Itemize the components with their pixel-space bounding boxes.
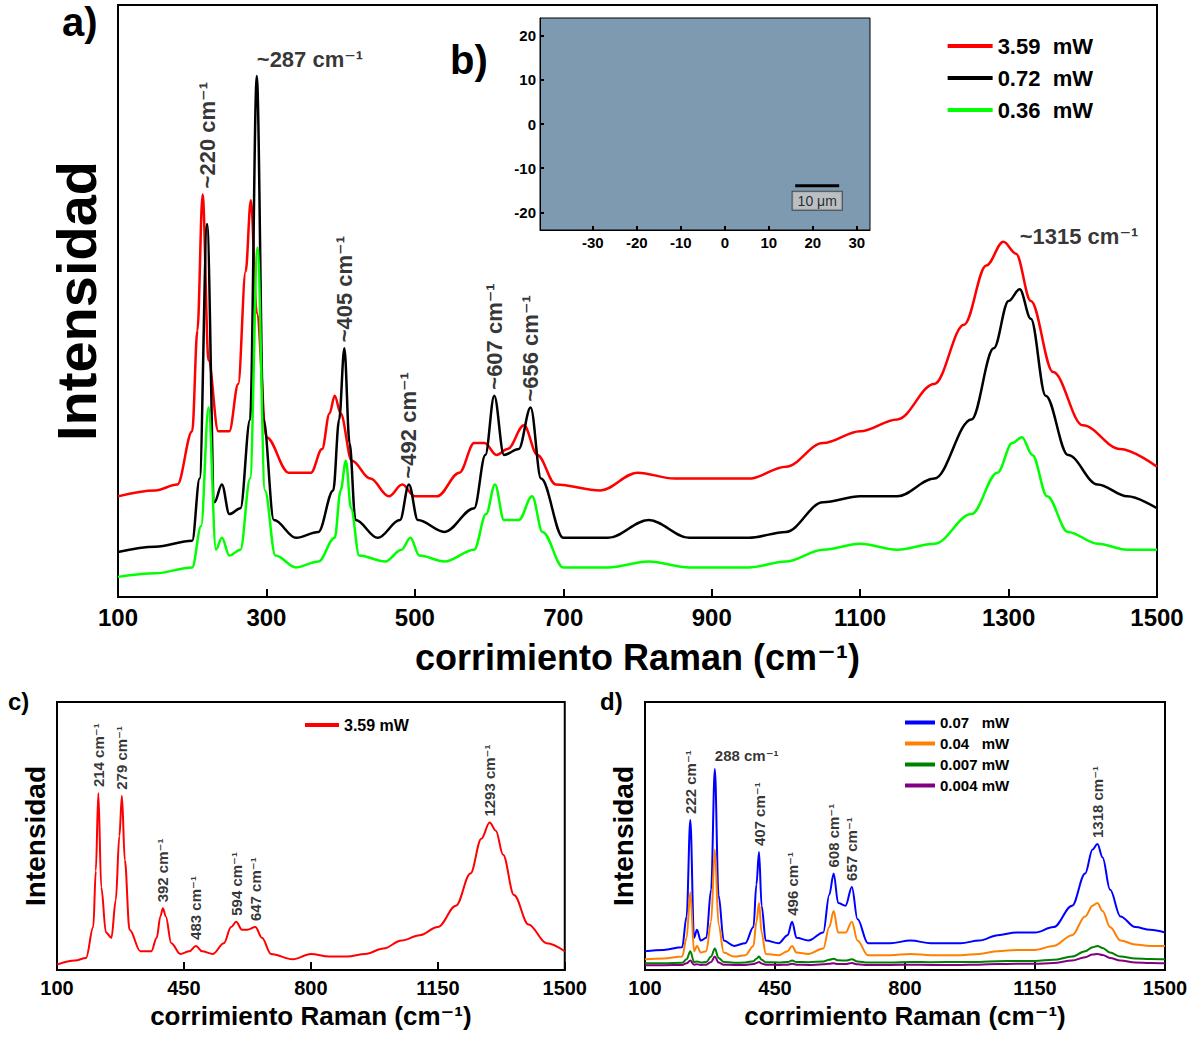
svg-text:450: 450	[758, 977, 791, 999]
svg-text:20: 20	[804, 234, 821, 251]
svg-text:483 cm⁻¹: 483 cm⁻¹	[187, 876, 204, 940]
svg-text:3.59 mW: 3.59 mW	[998, 34, 1094, 59]
svg-text:1500: 1500	[1143, 977, 1188, 999]
svg-text:647 cm⁻¹: 647 cm⁻¹	[247, 857, 264, 921]
svg-text:0.004 mW: 0.004 mW	[940, 777, 1010, 794]
svg-text:594 cm⁻¹: 594 cm⁻¹	[228, 852, 245, 916]
svg-text:657 cm⁻¹: 657 cm⁻¹	[843, 817, 860, 881]
svg-text:1500: 1500	[1130, 604, 1183, 631]
svg-text:1500: 1500	[543, 977, 588, 999]
svg-text:30: 30	[848, 234, 865, 251]
svg-text:-20: -20	[626, 234, 648, 251]
svg-text:Intensidad: Intensidad	[45, 161, 108, 441]
svg-text:Intensidad: Intensidad	[608, 766, 639, 906]
svg-text:222 cm⁻¹: 222 cm⁻¹	[682, 750, 699, 814]
svg-text:1150: 1150	[1013, 977, 1056, 999]
svg-text:288 cm⁻¹: 288 cm⁻¹	[715, 747, 779, 764]
svg-text:corrimiento Raman (cm⁻¹): corrimiento Raman (cm⁻¹)	[150, 1001, 471, 1031]
svg-text:20: 20	[519, 27, 536, 44]
svg-text:450: 450	[167, 977, 200, 999]
svg-text:1293 cm⁻¹: 1293 cm⁻¹	[481, 744, 498, 816]
svg-text:10: 10	[519, 71, 536, 88]
svg-text:0.04 mW: 0.04 mW	[940, 735, 1010, 752]
svg-text:~1315 cm⁻¹: ~1315 cm⁻¹	[1020, 224, 1139, 249]
svg-text:900: 900	[692, 604, 732, 631]
svg-text:608 cm⁻¹: 608 cm⁻¹	[825, 804, 842, 868]
svg-text:~220 cm⁻¹: ~220 cm⁻¹	[195, 82, 220, 188]
svg-text:10 μm: 10 μm	[798, 193, 837, 209]
svg-text:-30: -30	[582, 234, 604, 251]
svg-text:10: 10	[760, 234, 777, 251]
svg-text:700: 700	[543, 604, 583, 631]
svg-text:~492 cm⁻¹: ~492 cm⁻¹	[396, 372, 421, 478]
svg-text:-20: -20	[514, 204, 536, 221]
svg-text:0.007 mW: 0.007 mW	[940, 756, 1010, 773]
svg-text:-10: -10	[670, 234, 692, 251]
svg-text:0.07 mW: 0.07 mW	[940, 714, 1010, 731]
svg-text:392 cm⁻¹: 392 cm⁻¹	[154, 839, 171, 903]
html-text:c): c)	[8, 688, 30, 715]
svg-text:Intensidad: Intensidad	[20, 766, 51, 906]
svg-text:1150: 1150	[416, 977, 459, 999]
svg-text:1100: 1100	[834, 604, 886, 631]
svg-text:800: 800	[294, 977, 327, 999]
svg-text:-10: -10	[514, 160, 536, 177]
svg-text:500: 500	[395, 604, 435, 631]
html-text:b): b)	[450, 38, 488, 82]
svg-text:496 cm⁻¹: 496 cm⁻¹	[784, 852, 801, 916]
svg-text:~287 cm⁻¹: ~287 cm⁻¹	[257, 47, 363, 72]
svg-text:3.59 mW: 3.59 mW	[344, 717, 410, 734]
svg-text:0.72 mW: 0.72 mW	[998, 66, 1094, 91]
svg-text:100: 100	[40, 977, 73, 999]
svg-text:0: 0	[721, 234, 729, 251]
svg-text:0: 0	[528, 116, 536, 133]
svg-text:~405 cm⁻¹: ~405 cm⁻¹	[332, 236, 357, 342]
svg-text:corrimiento Raman (cm⁻¹): corrimiento Raman (cm⁻¹)	[744, 1001, 1065, 1031]
svg-text:279 cm⁻¹: 279 cm⁻¹	[113, 726, 130, 790]
svg-text:214 cm⁻¹: 214 cm⁻¹	[90, 723, 107, 787]
svg-text:~607 cm⁻¹: ~607 cm⁻¹	[482, 283, 507, 389]
svg-text:corrimiento Raman (cm⁻¹): corrimiento Raman (cm⁻¹)	[415, 637, 860, 678]
svg-text:0.36 mW: 0.36 mW	[998, 98, 1094, 123]
svg-text:407 cm⁻¹: 407 cm⁻¹	[751, 782, 768, 846]
svg-text:100: 100	[98, 604, 138, 631]
svg-text:1318 cm⁻¹: 1318 cm⁻¹	[1089, 766, 1106, 838]
svg-text:800: 800	[888, 977, 921, 999]
svg-text:300: 300	[246, 604, 286, 631]
svg-text:1300: 1300	[982, 604, 1035, 631]
html-text:d): d)	[600, 688, 623, 715]
svg-text:100: 100	[628, 977, 661, 999]
html-text:a): a)	[62, 0, 98, 44]
svg-text:~656 cm⁻¹: ~656 cm⁻¹	[518, 295, 543, 401]
